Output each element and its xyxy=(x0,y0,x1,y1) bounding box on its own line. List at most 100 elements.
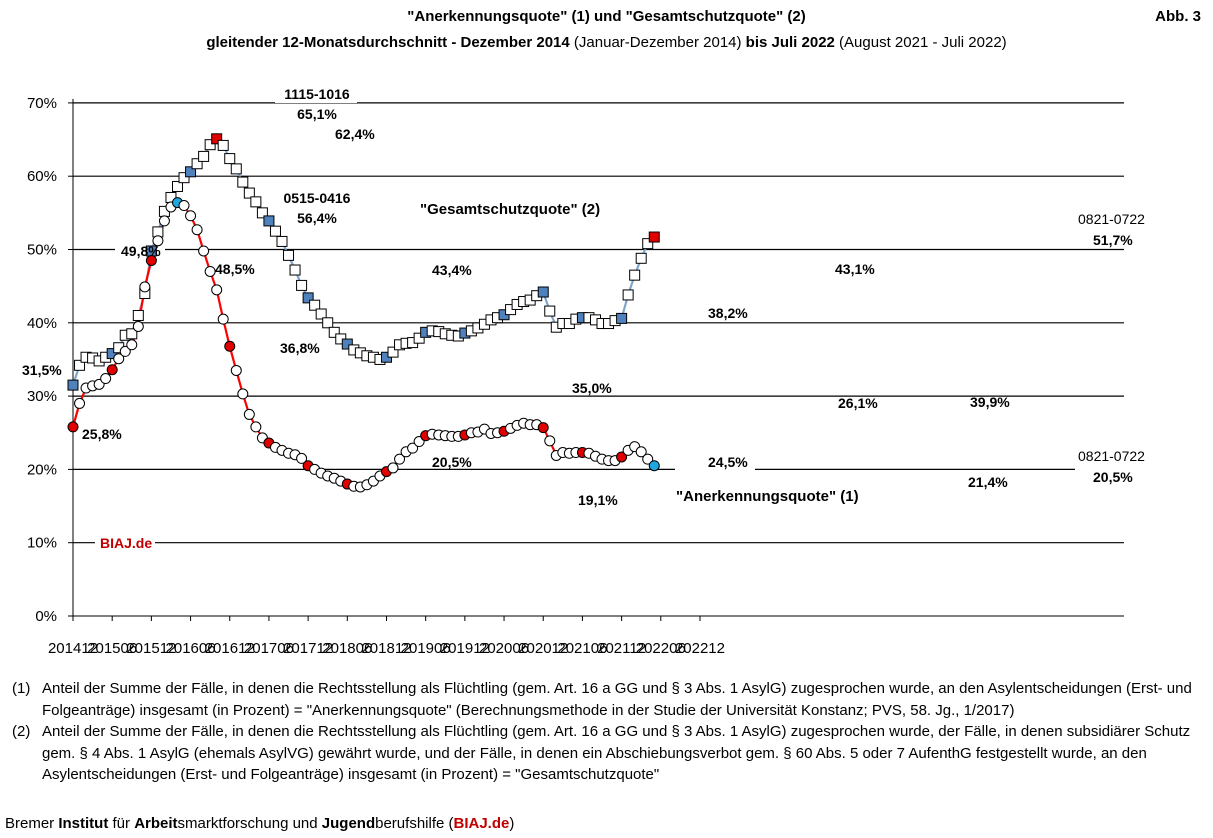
data-label: 25,8% xyxy=(82,426,122,442)
data-label: 62,4% xyxy=(335,126,375,142)
gesamtschutzquote-point xyxy=(616,312,628,324)
footer-text: Jugend xyxy=(321,815,376,832)
data-label: 36,8% xyxy=(280,340,320,356)
gesamtschutzquote-point xyxy=(537,286,549,298)
anerkennungsquote-point xyxy=(217,313,229,325)
gesamtschutzquote-point xyxy=(315,308,327,320)
gesamtschutzquote-point xyxy=(250,196,262,208)
data-label: 35,0% xyxy=(572,380,612,396)
data-label: 1115-1016 xyxy=(284,86,350,102)
footnote-number: (1) xyxy=(12,680,31,697)
gesamtschutzquote-point xyxy=(198,150,210,162)
x-tick-label: 201912 xyxy=(440,640,490,657)
data-label: 31,5% xyxy=(22,362,62,378)
x-tick-label: 201612 xyxy=(205,640,255,657)
footer-text: ) xyxy=(509,815,515,832)
x-tick-label: 201506 xyxy=(87,640,137,657)
y-tick-label: 10% xyxy=(27,535,57,552)
gesamtschutzquote-point xyxy=(269,225,281,237)
footer-text: Bremer xyxy=(5,815,59,832)
footer-text: smarktforschung und xyxy=(177,815,322,832)
data-label: 39,9% xyxy=(970,394,1010,410)
anerkennungsquote-point xyxy=(119,345,131,357)
anerkennungsquote-point xyxy=(178,200,190,212)
anerkennungsquote-point xyxy=(185,210,197,222)
label-backdrop xyxy=(275,83,357,103)
footer-text: berufshilfe ( xyxy=(375,815,454,832)
anerkennungsquote-point xyxy=(237,388,249,400)
y-tick-label: 60% xyxy=(27,168,57,185)
anerkennungsquote-point xyxy=(537,422,549,434)
anerkennungsquote-point xyxy=(74,397,86,409)
label-backdrop xyxy=(1075,460,1145,488)
gesamtschutzquote-point xyxy=(263,215,275,227)
anerkennungsquote-point xyxy=(158,215,170,227)
anerkennungsquote-point xyxy=(198,245,210,257)
anerkennungsquote-point xyxy=(387,462,399,474)
label-backdrop xyxy=(95,533,155,553)
data-label: 56,4% xyxy=(297,210,337,226)
x-tick-label: 202112 xyxy=(597,640,646,657)
y-tick-label: 20% xyxy=(27,461,57,478)
gesamtschutzquote-point xyxy=(237,176,249,188)
gesamtschutzquote-point xyxy=(67,379,79,391)
data-label: 20,5% xyxy=(432,454,472,470)
label-backdrop xyxy=(30,357,70,382)
anerkennungsquote-point xyxy=(243,408,255,420)
gesamtschutzquote-point xyxy=(283,249,295,261)
data-label: "Gesamtschutzquote" (2) xyxy=(420,201,600,218)
data-label: 43,1% xyxy=(835,261,875,277)
gesamtschutzquote-point xyxy=(243,187,255,199)
anerkennungsquote-point xyxy=(224,340,236,352)
x-tick-label: 202206 xyxy=(636,640,686,657)
y-tick-label: 0% xyxy=(35,608,57,625)
anerkennungsquote-point xyxy=(132,320,144,332)
data-label: 43,4% xyxy=(432,262,472,278)
anerkennungsquote-point xyxy=(67,421,79,433)
anerkennungsquote-point xyxy=(100,373,112,385)
y-tick-label: 70% xyxy=(27,95,57,112)
subtitle-part-4: (August 2021 - Juli 2022) xyxy=(834,34,1007,51)
x-tick-label: 201806 xyxy=(322,640,372,657)
data-label: 51,7% xyxy=(1093,232,1133,248)
anerkennungsquote-point xyxy=(230,364,242,376)
gesamtschutzquote-point xyxy=(217,139,229,151)
label-backdrop xyxy=(675,451,755,471)
data-label: 0821-0722 xyxy=(1078,448,1145,464)
data-label: 48,5% xyxy=(215,261,255,277)
gesamtschutzquote-point xyxy=(387,346,399,358)
anerkennungsquote-point xyxy=(250,421,262,433)
gesamtschutzquote-point xyxy=(132,309,144,321)
x-tick-label: 201812 xyxy=(361,640,411,657)
gesamtschutzquote-point xyxy=(328,326,340,338)
x-tick-label: 201712 xyxy=(283,640,333,657)
gesamtschutzquote-point xyxy=(178,172,190,184)
data-label: 38,2% xyxy=(708,305,748,321)
gesamtschutzquote-point xyxy=(629,269,641,281)
data-label: 0821-0722 xyxy=(1078,211,1145,227)
data-label: 21,4% xyxy=(968,474,1008,490)
x-tick-label: 202106 xyxy=(557,640,607,657)
gesamtschutzquote-point xyxy=(191,158,203,170)
anerkennungsquote-point xyxy=(296,452,308,464)
gesamtschutzquote-point xyxy=(302,292,314,304)
anerkennungsquote-point xyxy=(407,442,419,454)
y-tick-label: 50% xyxy=(27,242,57,259)
footnote-2: (2) Anteil der Summe der Fälle, in denen… xyxy=(12,721,1202,786)
anerkennungsquote-point xyxy=(635,446,647,458)
anerkennungsquote-point xyxy=(126,339,138,351)
anerkennungsquote-point xyxy=(642,453,654,465)
anerkennungsquote-point xyxy=(113,353,125,365)
chart-subtitle: gleitender 12-Monatsdurchschnitt - Dezem… xyxy=(0,34,1213,51)
footer-link[interactable]: BIAJ.de xyxy=(453,815,510,832)
gesamtschutzquote-point xyxy=(230,163,242,175)
y-tick-label: 30% xyxy=(27,388,57,405)
gesamtschutzquote-point xyxy=(289,264,301,276)
anerkennungsquote-point xyxy=(544,435,556,447)
footer-text: Arbeit xyxy=(134,815,178,832)
anerkennungsquote-point xyxy=(139,281,151,293)
figure-label: Abb. 3 xyxy=(1155,8,1201,25)
subtitle-part-2: (Januar-Dezember 2014) xyxy=(569,34,746,51)
data-label: BIAJ.de xyxy=(100,535,152,551)
x-tick-label: 201706 xyxy=(244,640,294,657)
